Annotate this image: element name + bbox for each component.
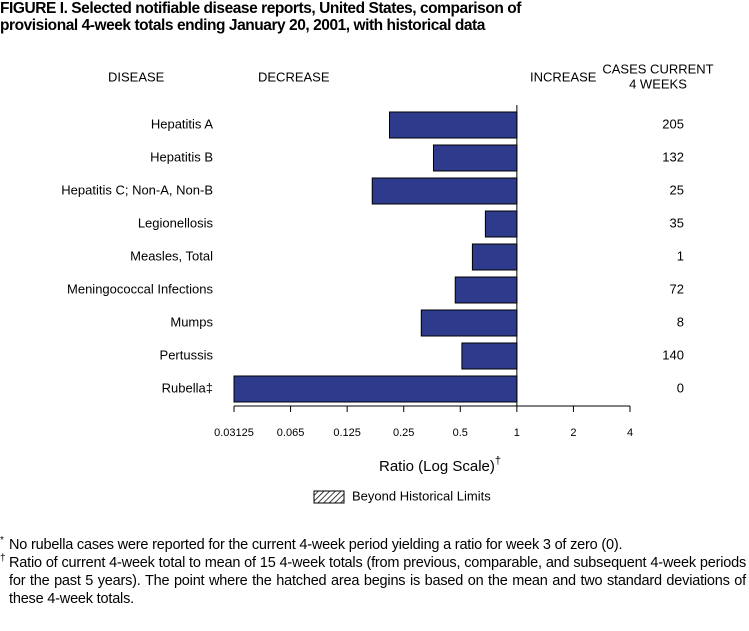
- category-label: Meningococcal Infections: [67, 281, 213, 296]
- x-tick-label: 0.125: [333, 427, 361, 439]
- cases-label: 1: [677, 248, 684, 263]
- header: DISEASE: [108, 69, 165, 84]
- footnote-text: Ratio of current 4-week total to mean of…: [9, 555, 746, 607]
- cases-label: 132: [662, 149, 684, 164]
- bar: [484, 210, 518, 238]
- category-label: Hepatitis B: [150, 149, 213, 164]
- bar: [454, 276, 518, 304]
- cases-label: 140: [662, 347, 684, 362]
- header: 4 WEEKS: [629, 76, 687, 91]
- chart-title: provisional 4-week totals ending January…: [0, 17, 486, 34]
- chart-title: FIGURE I. Selected notifiable disease re…: [0, 0, 522, 17]
- x-tick-label: 0.065: [277, 427, 305, 439]
- x-tick-label: 1: [514, 427, 520, 439]
- header: CASES CURRENT: [602, 61, 713, 76]
- category-label: Hepatitis C; Non-A, Non-B: [61, 182, 213, 197]
- footnotes: * No rubella cases were reported for the …: [0, 535, 746, 608]
- bar: [432, 144, 518, 172]
- footnote: † Ratio of current 4-week total to mean o…: [0, 553, 746, 608]
- footnote-marker: *: [0, 535, 4, 546]
- x-axis-label: Ratio (Log Scale)†: [379, 455, 501, 475]
- category-label: Measles, Total: [130, 248, 213, 263]
- cases-label: 0: [677, 380, 684, 395]
- category-label: Pertussis: [160, 347, 214, 362]
- bar: [371, 177, 518, 205]
- category-label: Mumps: [170, 314, 213, 329]
- bar: [461, 342, 518, 370]
- legend-swatch: [313, 490, 345, 504]
- cases-label: 35: [670, 215, 684, 230]
- category-label: Legionellosis: [138, 215, 214, 230]
- x-axis-label-text: Ratio (Log Scale): [379, 458, 495, 475]
- category-label: Rubella‡: [162, 380, 213, 395]
- x-tick-label: 2: [570, 427, 576, 439]
- x-tick-label: 0.5: [453, 427, 468, 439]
- footnote: * No rubella cases were reported for the …: [0, 535, 746, 554]
- cases-label: 205: [662, 116, 684, 131]
- header: INCREASE: [530, 69, 597, 84]
- chart: FIGURE I. Selected notifiable disease re…: [0, 0, 714, 504]
- bar: [388, 111, 518, 139]
- x-tick-label: 4: [627, 427, 633, 439]
- cases-label: 25: [670, 182, 684, 197]
- footnote-marker: †: [0, 553, 6, 564]
- bar: [233, 375, 518, 403]
- footnote-text: No rubella cases were reported for the c…: [9, 537, 623, 553]
- bar: [471, 243, 518, 271]
- cases-label: 72: [670, 281, 684, 296]
- x-tick-label: 0.25: [393, 427, 414, 439]
- category-label: Hepatitis A: [151, 116, 213, 131]
- x-axis-label-marker: †: [495, 455, 501, 467]
- legend-label: Beyond Historical Limits: [352, 488, 491, 503]
- x-tick-label: 0.03125: [214, 427, 254, 439]
- bar: [420, 309, 518, 337]
- header: DECREASE: [258, 69, 330, 84]
- cases-label: 8: [677, 314, 684, 329]
